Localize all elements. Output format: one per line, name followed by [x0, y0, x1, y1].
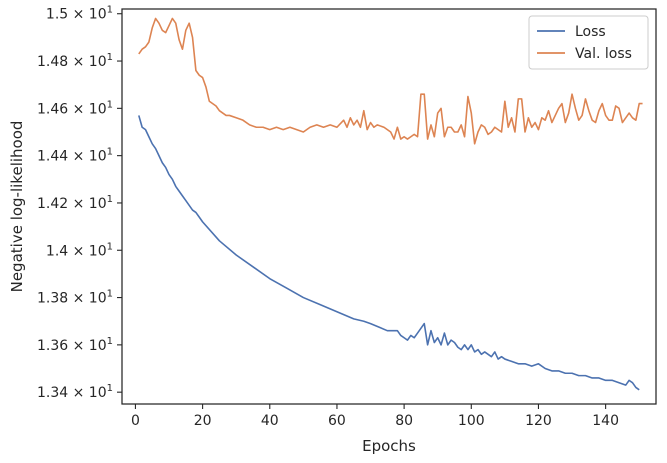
- x-tick-label: 100: [458, 413, 485, 429]
- x-tick-label: 120: [525, 413, 552, 429]
- series-line-loss: [138, 115, 640, 391]
- axes-frame: [121, 8, 657, 405]
- y-tick-label: 1.34 × 101: [37, 383, 113, 401]
- legend-box: [528, 15, 649, 70]
- series-layer: [138, 17, 643, 391]
- y-axis-label: Negative log-likelihood: [8, 121, 26, 293]
- plot-area: [122, 9, 656, 404]
- y-tick-label: 1.36 × 101: [37, 336, 113, 354]
- y-tick-label: 1.42 × 101: [37, 194, 113, 212]
- legend-label: Val. loss: [575, 46, 632, 62]
- x-axis: 0 20 40 60 80 100 120 140: [131, 404, 619, 429]
- y-tick-label: 1.5 × 101: [46, 5, 113, 23]
- x-tick-label: 80: [395, 413, 413, 429]
- x-tick-label: 20: [194, 413, 212, 429]
- y-tick-label: 1.46 × 101: [37, 99, 113, 117]
- x-tick-label: 40: [261, 413, 279, 429]
- series-line-val-loss: [138, 17, 643, 145]
- y-tick-label: 1.44 × 101: [37, 147, 113, 165]
- y-tick-label: 1.4 × 101: [46, 241, 113, 259]
- y-tick-label: 1.48 × 101: [37, 52, 113, 70]
- x-axis-label: Epochs: [362, 437, 416, 455]
- legend-label: Loss: [575, 24, 606, 40]
- x-tick-label: 140: [592, 413, 619, 429]
- plot-background: [122, 9, 656, 404]
- y-tick-label: 1.38 × 101: [37, 289, 113, 307]
- legend: Loss Val. loss: [528, 15, 649, 70]
- x-tick-label: 60: [328, 413, 346, 429]
- y-axis: 1.34 × 101 1.36 × 101 1.38 × 101 1.4 × 101 1…: [37, 5, 122, 401]
- x-tick-label: 0: [131, 413, 140, 429]
